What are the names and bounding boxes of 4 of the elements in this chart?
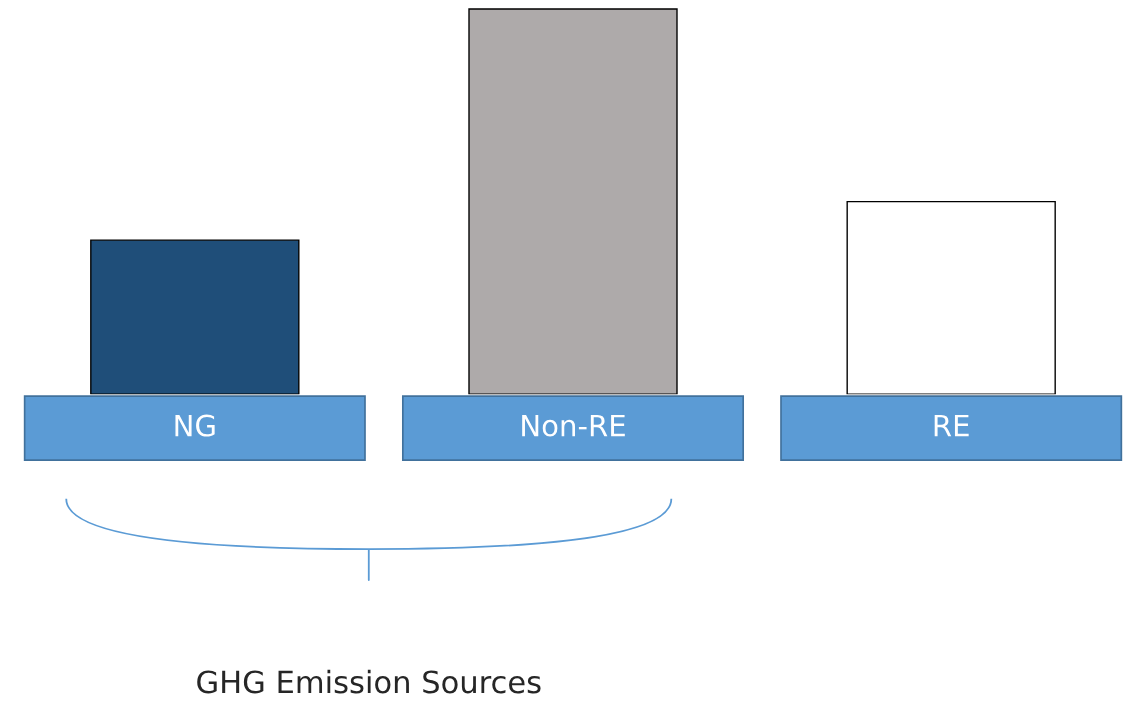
x-tick-label: NG (175, 414, 215, 437)
text: GHG Emission Sources (197, 669, 541, 694)
x-tick-label: Non-RE (522, 414, 625, 437)
x-tick-label: RE (934, 414, 969, 437)
